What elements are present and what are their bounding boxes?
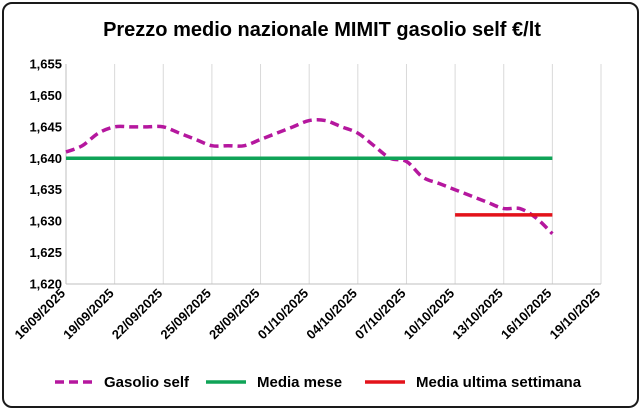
series-line-gasolio-self <box>65 118 554 235</box>
x-tick-label: 16/09/2025 <box>11 286 68 343</box>
legend: Gasolio self Media mese Media ultima setti… <box>55 374 582 391</box>
x-tick-label: 22/09/2025 <box>109 286 166 343</box>
x-tick-label: 19/10/2025 <box>546 286 603 343</box>
grid-layer <box>65 64 602 284</box>
x-tick-label: 13/10/2025 <box>449 286 506 343</box>
legend-label: Gasolio self <box>104 374 190 391</box>
y-tick-label: 1,650 <box>29 88 62 103</box>
x-tick-label: 19/09/2025 <box>60 286 117 343</box>
legend-label: Media mese <box>257 374 342 391</box>
y-tick-label: 1,655 <box>29 57 62 72</box>
x-tick-label: 16/10/2025 <box>498 286 555 343</box>
legend-label: Media ultima settimana <box>416 374 582 391</box>
x-tick-label: 25/09/2025 <box>157 286 214 343</box>
chart-title: Prezzo medio nazionale MIMIT gasolio sel… <box>103 19 541 41</box>
y-tick-label: 1,645 <box>29 119 62 134</box>
y-tick-label: 1,635 <box>29 182 62 197</box>
chart-frame <box>2 2 639 408</box>
x-tick-label: 07/10/2025 <box>352 286 409 343</box>
y-tick-label: 1,620 <box>29 277 62 292</box>
x-tick-label: 04/10/2025 <box>303 286 360 343</box>
x-tick-label: 01/10/2025 <box>255 286 312 343</box>
y-tick-label: 1,640 <box>29 151 62 166</box>
y-tick-label: 1,625 <box>29 245 62 260</box>
series-layer <box>65 118 554 235</box>
axis-layer: 1,620 1,625 1,630 1,635 1,640 1,645 1,650 1,655… <box>11 57 603 343</box>
x-tick-label: 28/09/2025 <box>206 286 263 343</box>
x-tick-label: 10/10/2025 <box>401 286 458 343</box>
y-tick-label: 1,630 <box>29 214 62 229</box>
